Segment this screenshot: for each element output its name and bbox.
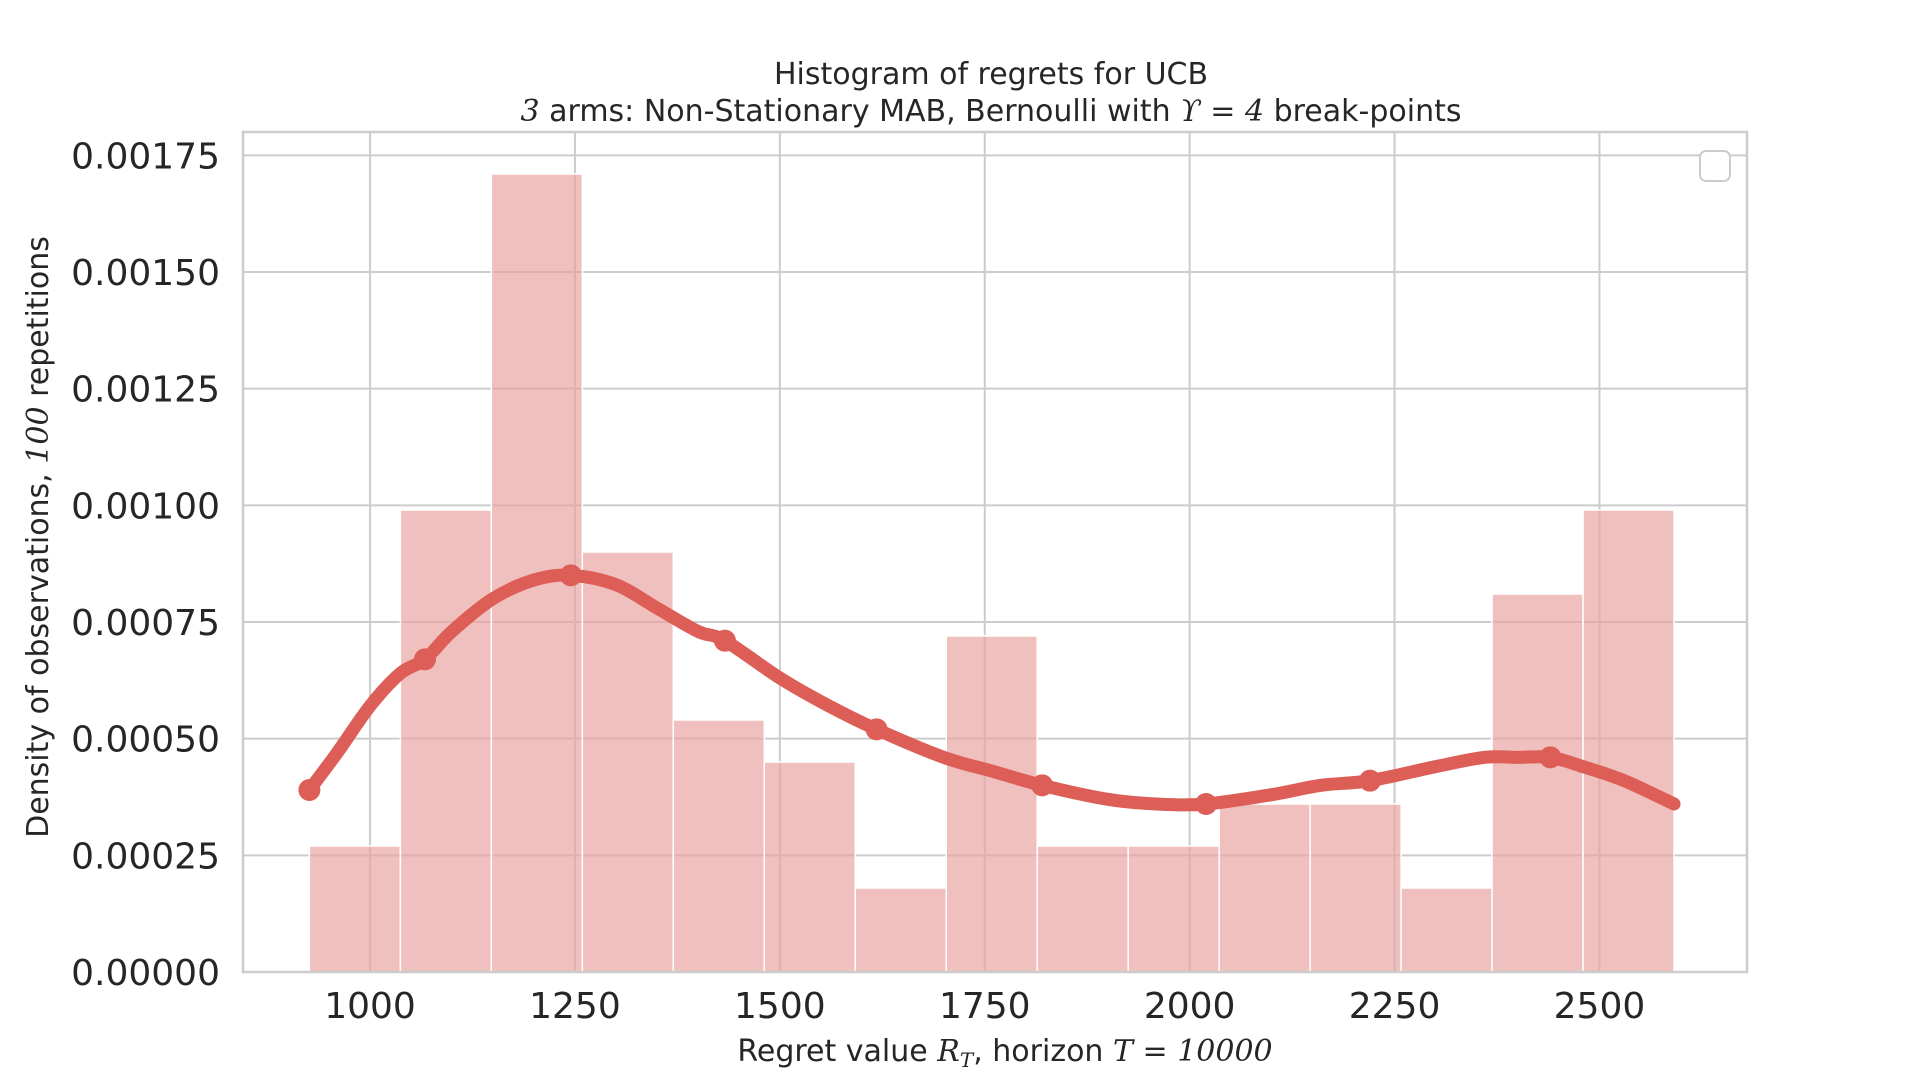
y-tick-label: 0.00100 [71,486,220,527]
kde-marker [1539,746,1562,769]
kde-marker [298,779,321,801]
axes-spines [241,130,1749,974]
histogram-bars [308,173,1675,973]
x-tick-label: 2000 [1144,986,1236,1027]
x-tick-label: 1250 [529,986,621,1027]
ylabel-repetitions-count: 100 [21,406,56,463]
y-tick-label: 0.00125 [71,370,220,411]
y-tick-label: 0.00150 [71,253,220,294]
histogram-bar [1127,845,1220,973]
y-axis-label: Density of observations, 100 repetitions [21,236,56,838]
kde-marker [413,648,436,671]
kde-curve [298,564,1681,815]
histogram-bar [1309,803,1402,973]
x-tick-label: 1750 [939,986,1031,1027]
histogram-bar [1036,845,1129,973]
y-tick-label: 0.00075 [71,603,220,644]
xlabel-text: Regret value [737,1034,937,1069]
subtitle-breakpoints-symbol: ϒ = 4 [1180,94,1264,129]
y-tick-labels: 0.00000 0.00025 0.00050 0.00075 0.00100 0.001… [71,136,220,994]
histogram-bar [1582,509,1675,973]
kde-marker [1195,793,1218,815]
histogram-bar [399,509,493,973]
xlabel-regret-subscript: T [960,1048,975,1072]
x-axis-label: Regret value RT, horizon T = 10000 [737,1034,1272,1072]
kde-marker [559,564,582,587]
x-tick-label: 1000 [324,986,416,1027]
subtitle-arms-count: 3 [521,94,540,129]
x-tick-labels: 1000 1250 1500 1750 2000 2250 2500 [324,986,1645,1027]
y-tick-label: 0.00025 [71,836,220,877]
xlabel-text-mid: , horizon [973,1034,1113,1069]
y-tick-label: 0.00000 [71,953,220,994]
ylabel-text: Density of observations, [21,464,56,838]
histogram-bar [308,845,402,973]
ylabel-text-end: repetitions [21,236,56,406]
kde-marker [713,629,736,652]
histogram-bar [672,719,766,973]
x-tick-label: 2250 [1349,986,1441,1027]
histogram-bar [854,887,947,973]
plot-frame [241,130,1749,974]
kde-marker [1031,774,1054,797]
subtitle-text-end: break-points [1264,94,1461,129]
kde-marker [865,718,888,741]
histogram-bar [945,635,1038,973]
histogram-bar [1400,887,1493,973]
histogram-bar [763,761,857,973]
kde-line [302,568,1681,812]
y-tick-label: 0.00175 [71,136,220,177]
x-tick-label: 1500 [734,986,826,1027]
legend-box [1699,150,1731,182]
subtitle-text: arms: Non-Stationary MAB, Bernoulli with [540,94,1181,129]
chart-title: Histogram of regrets for UCB [774,57,1208,92]
kde-marker [1358,769,1381,792]
histogram-bar [1218,803,1311,973]
chart-subtitle: 3 arms: Non-Stationary MAB, Bernoulli wi… [521,94,1462,129]
xlabel-horizon-symbol: T = 10000 [1113,1034,1273,1069]
histogram-bar [1491,593,1584,973]
y-tick-label: 0.00050 [71,720,220,761]
xlabel-regret-symbol: R [936,1034,960,1069]
x-tick-label: 2500 [1554,986,1646,1027]
